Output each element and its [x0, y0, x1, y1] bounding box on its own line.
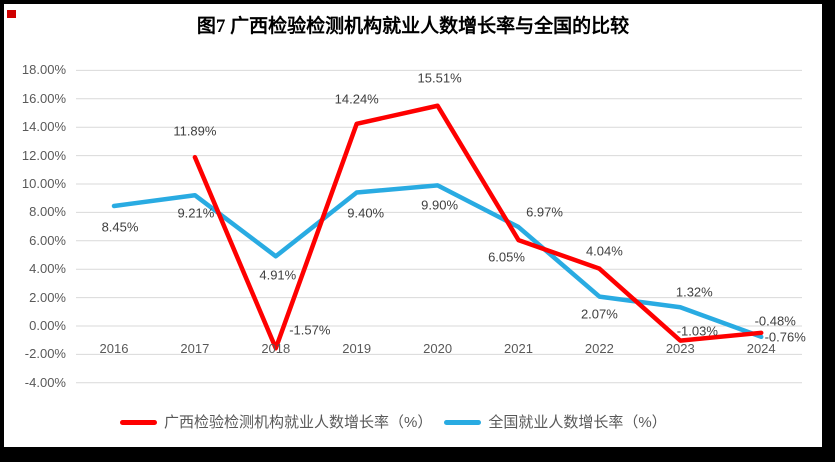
legend-label-guangxi: 广西检验检测机构就业人数增长率（%） [164, 414, 433, 431]
legend-item-national: 全国就业人数增长率（%） [444, 413, 667, 432]
series-line-national [111, 183, 764, 340]
chart-title: 图7 广西检验检测机构就业人数增长率与全国的比较 [196, 16, 630, 37]
series-line-guangxi [192, 103, 764, 351]
legend-item-guangxi: 广西检验检测机构就业人数增长率（%） [120, 413, 432, 432]
legend-label-national: 全国就业人数增长率（%） [488, 414, 667, 431]
national-series-swatch [444, 420, 482, 425]
red-corner-mark [7, 10, 16, 18]
guangxi-series-swatch [120, 420, 157, 425]
legend: 广西检验检测机构就业人数增长率（%） 全国就业人数增长率（%） [120, 413, 679, 432]
chart-background [4, 4, 822, 447]
